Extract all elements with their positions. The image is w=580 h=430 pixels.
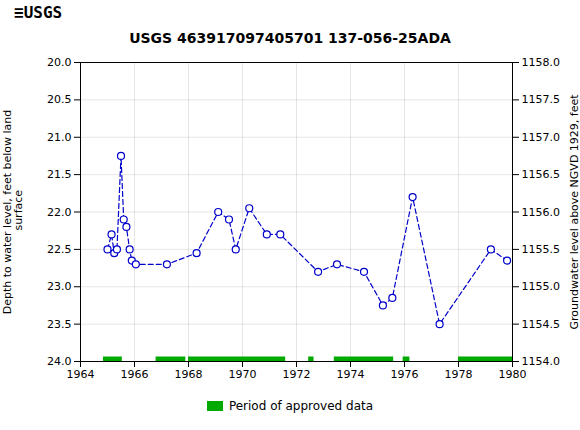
- svg-text:20.5: 20.5: [47, 93, 72, 106]
- svg-text:1980: 1980: [499, 368, 527, 381]
- svg-text:1966: 1966: [121, 368, 149, 381]
- svg-text:22.5: 22.5: [47, 243, 72, 256]
- svg-text:1154.0: 1154.0: [522, 355, 561, 368]
- svg-text:21.5: 21.5: [47, 168, 72, 181]
- svg-text:Depth to water level, feet bel: Depth to water level, feet below land su…: [1, 110, 25, 315]
- svg-text:1157.0: 1157.0: [522, 131, 561, 144]
- svg-text:1156.5: 1156.5: [522, 168, 561, 181]
- svg-text:23.0: 23.0: [47, 280, 72, 293]
- svg-text:1976: 1976: [391, 368, 419, 381]
- svg-text:24.0: 24.0: [47, 355, 72, 368]
- svg-text:1974: 1974: [337, 368, 365, 381]
- svg-text:1155.0: 1155.0: [522, 280, 561, 293]
- svg-text:1155.5: 1155.5: [522, 243, 561, 256]
- html-text:USGS 463917097405701 137-056-2: USGS 463917097405701 137-056-25ADA: [129, 30, 451, 46]
- html-text:≡USGS: ≡USGS: [14, 3, 63, 22]
- svg-text:1154.5: 1154.5: [522, 318, 561, 331]
- svg-text:1157.5: 1157.5: [522, 93, 561, 106]
- svg-text:1970: 1970: [229, 368, 257, 381]
- svg-text:1978: 1978: [445, 368, 473, 381]
- svg-text:Groundwater level above NGVD 1: Groundwater level above NGVD 1929, feet: [568, 94, 580, 330]
- svg-text:1158.0: 1158.0: [522, 56, 561, 69]
- svg-text:23.5: 23.5: [47, 318, 72, 331]
- svg-text:1156.0: 1156.0: [522, 206, 561, 219]
- svg-text:20.0: 20.0: [47, 56, 72, 69]
- html-text:Period of approved data: Period of approved data: [228, 399, 374, 413]
- svg-text:1972: 1972: [283, 368, 311, 381]
- svg-text:21.0: 21.0: [47, 131, 72, 144]
- svg-text:22.0: 22.0: [47, 206, 72, 219]
- svg-text:1968: 1968: [175, 368, 203, 381]
- svg-text:1964: 1964: [67, 368, 95, 381]
